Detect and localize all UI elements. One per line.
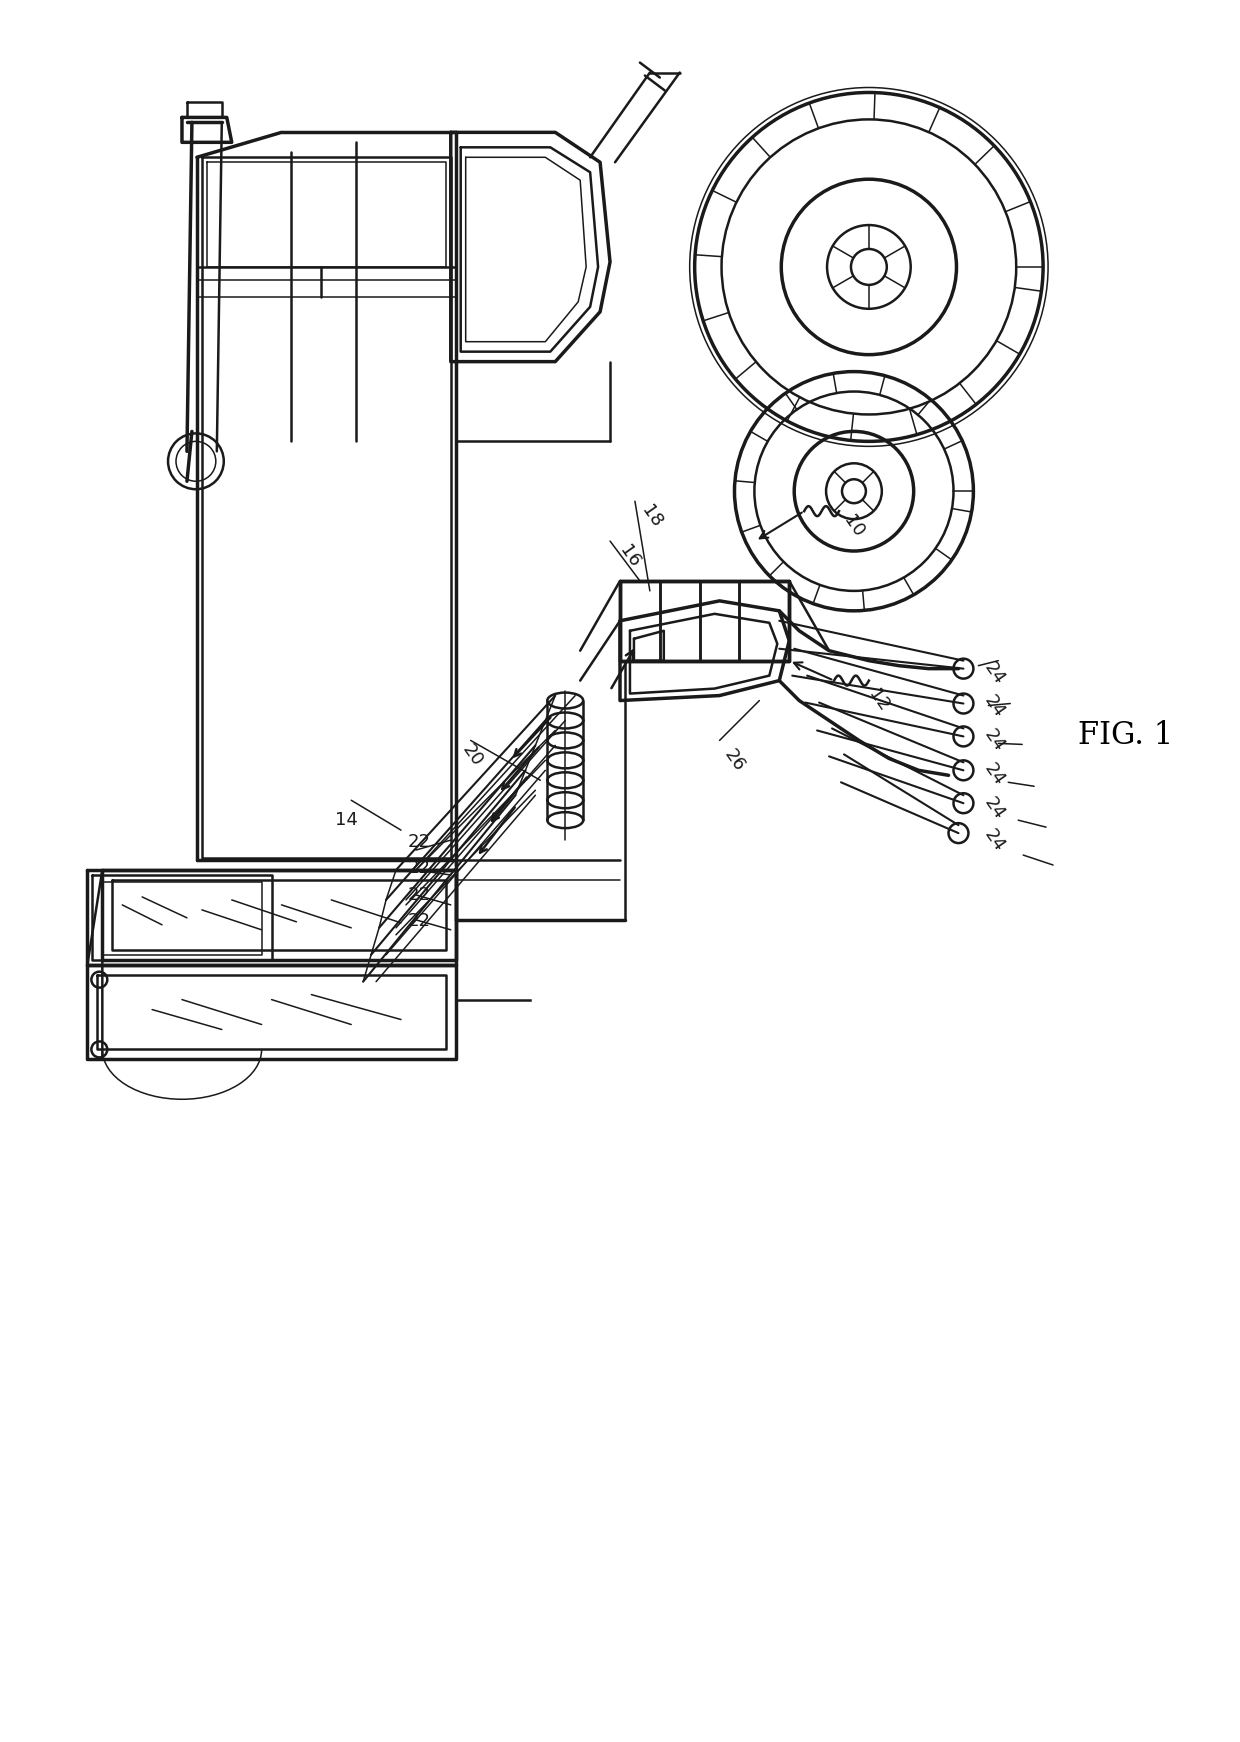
Text: 24: 24 (981, 726, 1008, 754)
Text: 10: 10 (839, 512, 868, 540)
Text: 14: 14 (335, 812, 357, 829)
Text: 18: 18 (637, 502, 666, 531)
Text: 22: 22 (408, 887, 430, 904)
Text: 22: 22 (408, 911, 430, 930)
Text: 16: 16 (616, 542, 644, 570)
Text: 24: 24 (981, 692, 1008, 721)
Text: 24: 24 (981, 658, 1008, 688)
Text: 24: 24 (981, 826, 1008, 855)
Text: FIG. 1: FIG. 1 (1078, 719, 1173, 751)
Text: 12: 12 (866, 686, 893, 714)
Text: 26: 26 (720, 746, 749, 775)
Text: 22: 22 (408, 833, 430, 852)
Text: 20: 20 (459, 740, 486, 770)
Text: 24: 24 (981, 760, 1008, 789)
Text: 22: 22 (408, 859, 430, 876)
Text: 24: 24 (981, 794, 1008, 822)
